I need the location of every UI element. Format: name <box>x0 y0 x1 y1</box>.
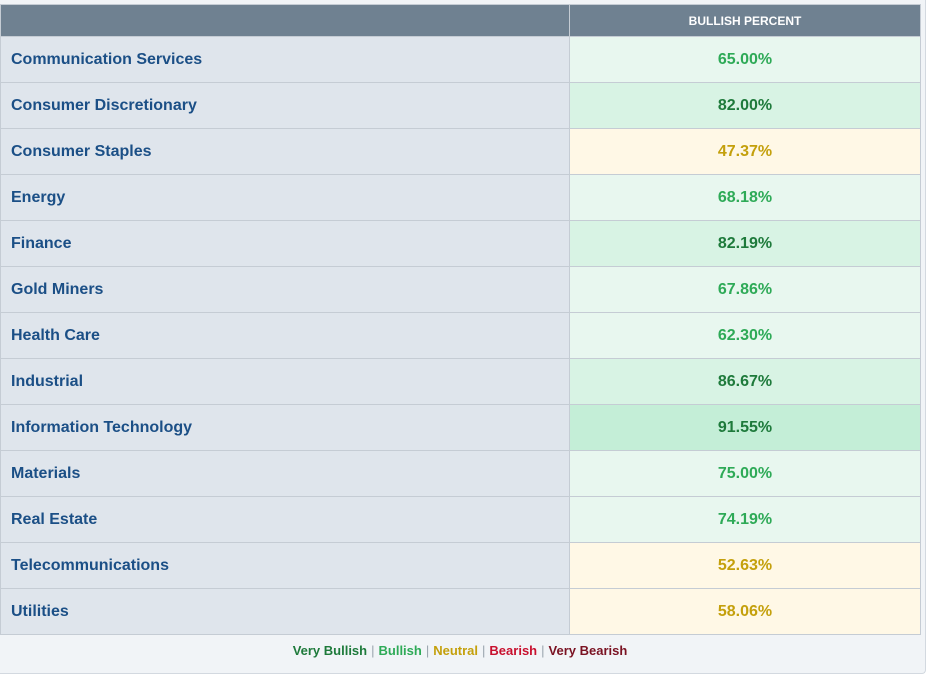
bullish-percent-value: 52.63% <box>569 542 921 589</box>
sector-name[interactable]: Utilities <box>0 588 570 635</box>
sector-name[interactable]: Consumer Staples <box>0 128 570 175</box>
legend-neutral: Neutral <box>433 643 479 658</box>
sector-column-header <box>0 4 570 37</box>
table-header-row: BULLISH PERCENT <box>0 4 921 37</box>
legend-separator: | <box>425 643 430 658</box>
bullish-percent-value: 86.67% <box>569 358 921 405</box>
sector-name[interactable]: Gold Miners <box>0 266 570 313</box>
table-row: Information Technology 91.55% <box>0 404 921 451</box>
legend-very-bearish: Very Bearish <box>548 643 628 658</box>
table-row: Telecommunications 52.63% <box>0 542 921 589</box>
bullish-percent-value: 68.18% <box>569 174 921 221</box>
table-row: Industrial 86.67% <box>0 358 921 405</box>
sector-name[interactable]: Information Technology <box>0 404 570 451</box>
bullish-percent-value: 82.19% <box>569 220 921 267</box>
bullish-percent-value: 58.06% <box>569 588 921 635</box>
sector-table: BULLISH PERCENT Communication Services 6… <box>0 4 921 635</box>
table-row: Consumer Staples 47.37% <box>0 128 921 175</box>
legend-separator: | <box>541 643 545 658</box>
sentiment-legend: Very Bullish | Bullish | Neutral | Bearish | Ver… <box>0 643 920 658</box>
sector-rows: Communication Services 65.00% Consumer D… <box>0 36 921 635</box>
bullish-percent-value: 74.19% <box>569 496 921 543</box>
bullish-percent-column-header[interactable]: BULLISH PERCENT <box>569 4 921 37</box>
sector-name[interactable]: Finance <box>0 220 570 267</box>
table-row: Energy 68.18% <box>0 174 921 221</box>
table-row: Materials 75.00% <box>0 450 921 497</box>
sector-name[interactable]: Energy <box>0 174 570 221</box>
bullish-percent-value: 67.86% <box>569 266 921 313</box>
legend-bullish: Bullish <box>378 643 422 658</box>
sector-name[interactable]: Real Estate <box>0 496 570 543</box>
table-row: Real Estate 74.19% <box>0 496 921 543</box>
legend-separator: | <box>371 643 375 658</box>
bullish-percent-value: 65.00% <box>569 36 921 83</box>
bullish-percent-value: 47.37% <box>569 128 921 175</box>
bullish-percent-value: 91.55% <box>569 404 921 451</box>
sector-name[interactable]: Industrial <box>0 358 570 405</box>
sector-name[interactable]: Telecommunications <box>0 542 570 589</box>
legend-bearish: Bearish <box>489 643 538 658</box>
bullish-percent-value: 62.30% <box>569 312 921 359</box>
table-row: Utilities 58.06% <box>0 588 921 635</box>
table-row: Health Care 62.30% <box>0 312 921 359</box>
bullish-percent-value: 82.00% <box>569 82 921 129</box>
sector-name[interactable]: Materials <box>0 450 570 497</box>
table-row: Finance 82.19% <box>0 220 921 267</box>
bullish-percent-value: 75.00% <box>569 450 921 497</box>
legend-very-bullish: Very Bullish <box>292 643 368 658</box>
sector-name[interactable]: Consumer Discretionary <box>0 82 570 129</box>
table-row: Consumer Discretionary 82.00% <box>0 82 921 129</box>
sector-name[interactable]: Health Care <box>0 312 570 359</box>
sector-name[interactable]: Communication Services <box>0 36 570 83</box>
table-row: Gold Miners 67.86% <box>0 266 921 313</box>
legend-separator: | <box>482 643 486 658</box>
table-row: Communication Services 65.00% <box>0 36 921 83</box>
